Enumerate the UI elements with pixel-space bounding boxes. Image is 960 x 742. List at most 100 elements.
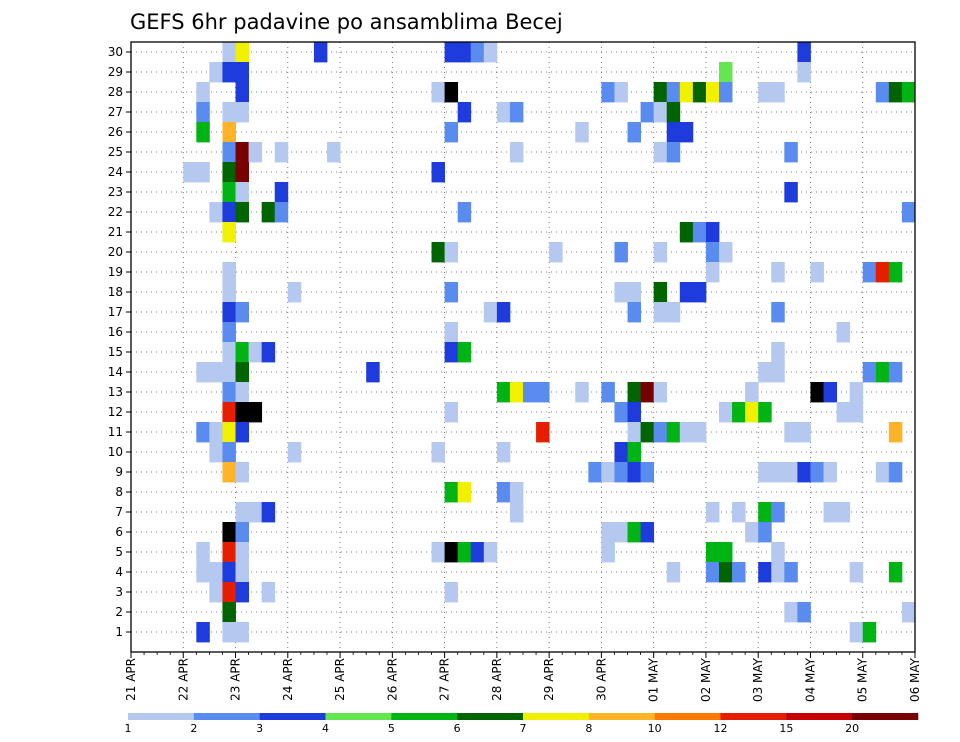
heatmap-cell (222, 602, 236, 623)
heatmap-cell (679, 122, 694, 143)
heatmap-cell (483, 302, 498, 323)
heatmap-cell (653, 82, 668, 103)
heatmap-cell (470, 42, 485, 63)
heatmap-cell (431, 242, 445, 263)
x-tick-label: 03 MAY (751, 657, 765, 702)
x-tick-label: 25 APR (333, 658, 347, 701)
legend-boundary-label: 12 (714, 722, 728, 735)
heatmap-cell (287, 442, 302, 463)
heatmap-cell (235, 162, 249, 183)
heatmap-cell (222, 422, 236, 443)
legend-boundary-label: 15 (779, 722, 793, 735)
heatmap-cell (653, 382, 668, 403)
x-tick-label: 26 APR (385, 658, 399, 701)
heatmap-cell (235, 142, 249, 163)
heatmap-cell (771, 342, 785, 363)
heatmap-cell (444, 122, 459, 143)
heatmap-cell (836, 322, 851, 343)
legend-color-swatch (720, 713, 787, 720)
heatmap-cell (483, 42, 498, 63)
y-tick-label: 10 (108, 445, 123, 459)
heatmap-cell (784, 562, 798, 583)
heatmap-cell (614, 462, 628, 483)
heatmap-cell (888, 82, 903, 103)
heatmap-cell (784, 182, 798, 203)
y-tick-label: 6 (115, 525, 123, 539)
y-tick-label: 1 (115, 625, 123, 639)
heatmap-cell (771, 82, 785, 103)
heatmap-cell (849, 562, 864, 583)
heatmap-cell (771, 262, 785, 283)
heatmap-cell (457, 202, 472, 223)
heatmap-cell (222, 62, 236, 83)
heatmap-cell (862, 362, 877, 383)
heatmap-cell (196, 82, 210, 103)
heatmap-cell (614, 522, 628, 543)
heatmap-cell (875, 362, 890, 383)
heatmap-cell (627, 282, 641, 303)
heatmap-cell (653, 422, 668, 443)
heatmap-cell (222, 342, 236, 363)
heatmap-cell (235, 62, 249, 83)
heatmap-cell (810, 262, 824, 283)
heatmap-cell (614, 442, 628, 463)
x-tick-label: 23 APR (229, 658, 243, 701)
heatmap-cell (444, 322, 459, 343)
heatmap-cell (235, 502, 249, 523)
heatmap-cell (745, 402, 759, 423)
heatmap-cell (888, 562, 903, 583)
heatmap-cell (588, 462, 602, 483)
x-tick-label: 05 MAY (856, 657, 870, 702)
legend-color-swatch (193, 713, 260, 720)
y-tick-label: 3 (115, 585, 123, 599)
heatmap-cell (444, 42, 459, 63)
heatmap-cell (784, 462, 798, 483)
heatmap-cell (758, 562, 772, 583)
heatmap-cell (836, 502, 851, 523)
heatmap-cell (222, 322, 236, 343)
heatmap-cell (444, 402, 459, 423)
heatmap-cell (797, 62, 811, 83)
heatmap-cell (536, 422, 550, 443)
heatmap-cell (784, 602, 798, 623)
heatmap-cell (640, 422, 655, 443)
heatmap-cell (222, 382, 236, 403)
x-tick-label: 22 APR (176, 658, 190, 701)
heatmap-cell (627, 302, 641, 323)
heatmap-cell (810, 382, 824, 403)
heatmap-cell (222, 622, 236, 643)
heatmap-cell (692, 82, 707, 103)
heatmap-cell (209, 362, 223, 383)
heatmap-cell (431, 82, 445, 103)
heatmap-cell (248, 402, 263, 423)
heatmap-cell (901, 602, 916, 623)
heatmap-cell (196, 102, 210, 123)
heatmap-cell (248, 342, 263, 363)
heatmap-cell (196, 562, 210, 583)
heatmap-cell (549, 242, 563, 263)
heatmap-cell (705, 542, 720, 563)
heatmap-cell (849, 622, 864, 643)
heatmap-cell (679, 82, 694, 103)
heatmap-cell (209, 422, 223, 443)
heatmap-cell (222, 522, 236, 543)
heatmap-cell (209, 202, 223, 223)
heatmap-cell (457, 102, 472, 123)
heatmap-cell (692, 282, 707, 303)
legend-boundary-label: 7 (520, 722, 527, 735)
heatmap-cell (509, 102, 524, 123)
heatmap-cell (601, 522, 615, 543)
heatmap-cell (849, 402, 864, 423)
heatmap-cell (797, 602, 811, 623)
heatmap-cell (196, 362, 210, 383)
legend-color-swatch (457, 713, 524, 720)
heatmap-cell (758, 82, 772, 103)
heatmap-cell (261, 342, 276, 363)
heatmap-cell (862, 622, 877, 643)
heatmap-cell (653, 142, 668, 163)
heatmap-cell (666, 562, 681, 583)
heatmap-cell (732, 562, 746, 583)
heatmap-cell (496, 382, 511, 403)
heatmap-cell (758, 402, 772, 423)
legend-color-swatch (588, 713, 655, 720)
